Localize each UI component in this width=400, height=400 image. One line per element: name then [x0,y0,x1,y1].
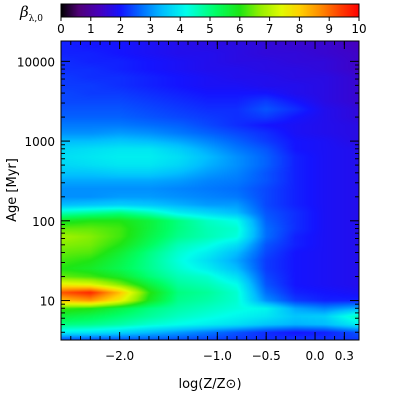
y-axis-label: Age [Myr] [5,158,20,222]
x-tick-label: 0.3 [335,349,354,363]
colorbar-tick-label: 6 [236,22,244,36]
y-tick-label: 100 [32,215,55,229]
x-tick-label: 0.0 [305,349,324,363]
y-axis-ticks [61,60,359,333]
x-tick-label: −1.0 [203,349,232,363]
y-tick-label: 10 [40,295,55,309]
y-tick-label: 1000 [24,135,55,149]
x-axis-ticks [70,41,345,340]
colorbar-ticks [60,17,360,21]
colorbar-tick-label: 7 [266,22,274,36]
heatmap-image [61,41,359,340]
y-tick-label: 10000 [17,55,55,69]
colorbar-tick-label: 9 [325,22,333,36]
x-tick-label: −2.0 [105,349,134,363]
x-axis-label: log(Z/Z⊙) [178,377,241,392]
colorbar-label-subscript: λ,0 [29,14,44,24]
colorbar-tick-label: 1 [87,22,95,36]
x-axis-tick-labels: −2.0 −1.0 −0.5 0.0 0.3 [105,349,354,363]
colorbar-tick-label: 4 [176,22,184,36]
colorbar-label: βλ,0 [19,3,43,24]
x-tick-label: −0.5 [252,349,281,363]
colorbar-tick-label: 2 [117,22,125,36]
colorbar-tick-label: 8 [296,22,304,36]
colorbar: 0 1 2 3 4 5 6 7 8 9 10 βλ,0 [19,3,367,36]
colorbar-tick-label: 0 [57,22,65,36]
colorbar-tick-label: 3 [147,22,155,36]
colorbar-gradient [61,4,359,17]
colorbar-tick-label: 10 [351,22,366,36]
colorbar-tick-labels: 0 1 2 3 4 5 6 7 8 9 10 [57,22,366,36]
y-axis-tick-labels: 10 100 1000 10000 [17,55,55,308]
plot-frame [60,40,360,341]
colorbar-tick-label: 5 [206,22,214,36]
